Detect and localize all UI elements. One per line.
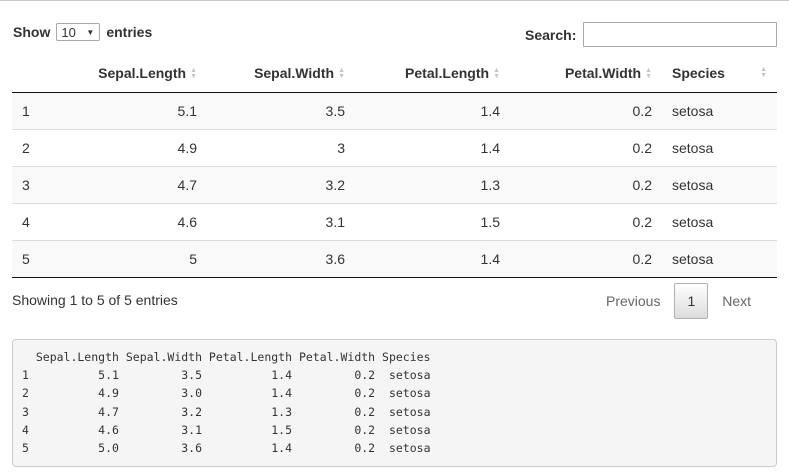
cell-sepal-length: 4.7 [82, 165, 207, 203]
table-row: 2 4.9 3 1.4 0.2 setosa [12, 128, 777, 166]
cell-species: setosa [662, 239, 777, 278]
page-1-button[interactable]: 1 [674, 283, 709, 319]
col-header-species[interactable]: Species ▲ ▼ [662, 54, 777, 93]
cell-petal-length: 1.5 [355, 202, 510, 240]
cell-sepal-length: 5 [82, 239, 207, 278]
entries-select[interactable]: 10 ▼ [56, 23, 101, 41]
table-row: 3 4.7 3.2 1.3 0.2 setosa [12, 165, 777, 203]
cell-petal-length: 1.4 [355, 92, 510, 129]
cell-species: setosa [662, 92, 777, 129]
console-output: Sepal.Length Sepal.Width Petal.Length Pe… [12, 339, 777, 467]
table-row: 4 4.6 3.1 1.5 0.2 setosa [12, 202, 777, 240]
cell-sepal-width: 3 [207, 128, 355, 166]
cell-species: setosa [662, 202, 777, 240]
sort-both-icon: ▲ ▼ [338, 67, 345, 81]
col-header-sepal-width[interactable]: Sepal.Width ▲ ▼ [207, 54, 355, 93]
cell-sepal-length: 4.9 [82, 128, 207, 166]
cell-species: setosa [662, 128, 777, 166]
length-menu: Show 10 ▼ entries [13, 22, 152, 42]
col-header-petal-length[interactable]: Petal.Length ▲ ▼ [355, 54, 510, 93]
cell-petal-width: 0.2 [510, 128, 662, 166]
cell-sepal-width: 3.6 [207, 239, 355, 278]
next-button[interactable]: Next [722, 293, 752, 309]
sort-both-icon: ▲ ▼ [645, 67, 652, 81]
sort-both-icon: ▲ ▼ [760, 65, 767, 79]
search-filter: Search: [525, 22, 778, 47]
cell-sepal-length: 4.6 [82, 202, 207, 240]
cell-rowname: 4 [12, 202, 82, 240]
cell-rowname: 5 [12, 239, 82, 278]
cell-sepal-length: 5.1 [82, 92, 207, 129]
cell-sepal-width: 3.5 [207, 92, 355, 129]
caret-down-icon: ▼ [86, 27, 95, 37]
cell-rowname: 2 [12, 128, 82, 166]
cell-rowname: 1 [12, 92, 82, 129]
cell-rowname: 3 [12, 165, 82, 203]
table-info: Showing 1 to 5 of 5 entries [12, 292, 178, 308]
search-label: Search: [525, 26, 577, 43]
table-row: 5 5 3.6 1.4 0.2 setosa [12, 239, 777, 278]
sort-both-icon: ▲ ▼ [493, 67, 500, 81]
cell-petal-width: 0.2 [510, 165, 662, 203]
col-header-rownames[interactable] [12, 54, 82, 93]
cell-petal-length: 1.4 [355, 128, 510, 166]
data-table: Sepal.Length ▲ ▼ Sepal.Width ▲ ▼ Petal.Lengt… [12, 54, 777, 278]
previous-button[interactable]: Previous [606, 293, 661, 309]
sort-both-icon: ▲ ▼ [190, 67, 197, 81]
col-header-sepal-length[interactable]: Sepal.Length ▲ ▼ [82, 54, 207, 93]
cell-petal-width: 0.2 [510, 239, 662, 278]
entries-label: entries [106, 24, 153, 40]
table-row: 1 5.1 3.5 1.4 0.2 setosa [12, 92, 777, 129]
cell-petal-width: 0.2 [510, 202, 662, 240]
cell-sepal-width: 3.2 [207, 165, 355, 203]
cell-petal-width: 0.2 [510, 92, 662, 129]
show-label: Show [13, 24, 51, 40]
header-row: Sepal.Length ▲ ▼ Sepal.Width ▲ ▼ Petal.Lengt… [12, 54, 777, 93]
entries-select-value: 10 [61, 24, 76, 40]
search-input[interactable] [583, 22, 778, 47]
pagination: Previous 1 Next [592, 283, 765, 319]
cell-species: setosa [662, 165, 777, 203]
cell-petal-length: 1.4 [355, 239, 510, 278]
col-header-petal-width[interactable]: Petal.Width ▲ ▼ [510, 54, 662, 93]
top-divider [0, 0, 789, 1]
cell-petal-length: 1.3 [355, 165, 510, 203]
cell-sepal-width: 3.1 [207, 202, 355, 240]
